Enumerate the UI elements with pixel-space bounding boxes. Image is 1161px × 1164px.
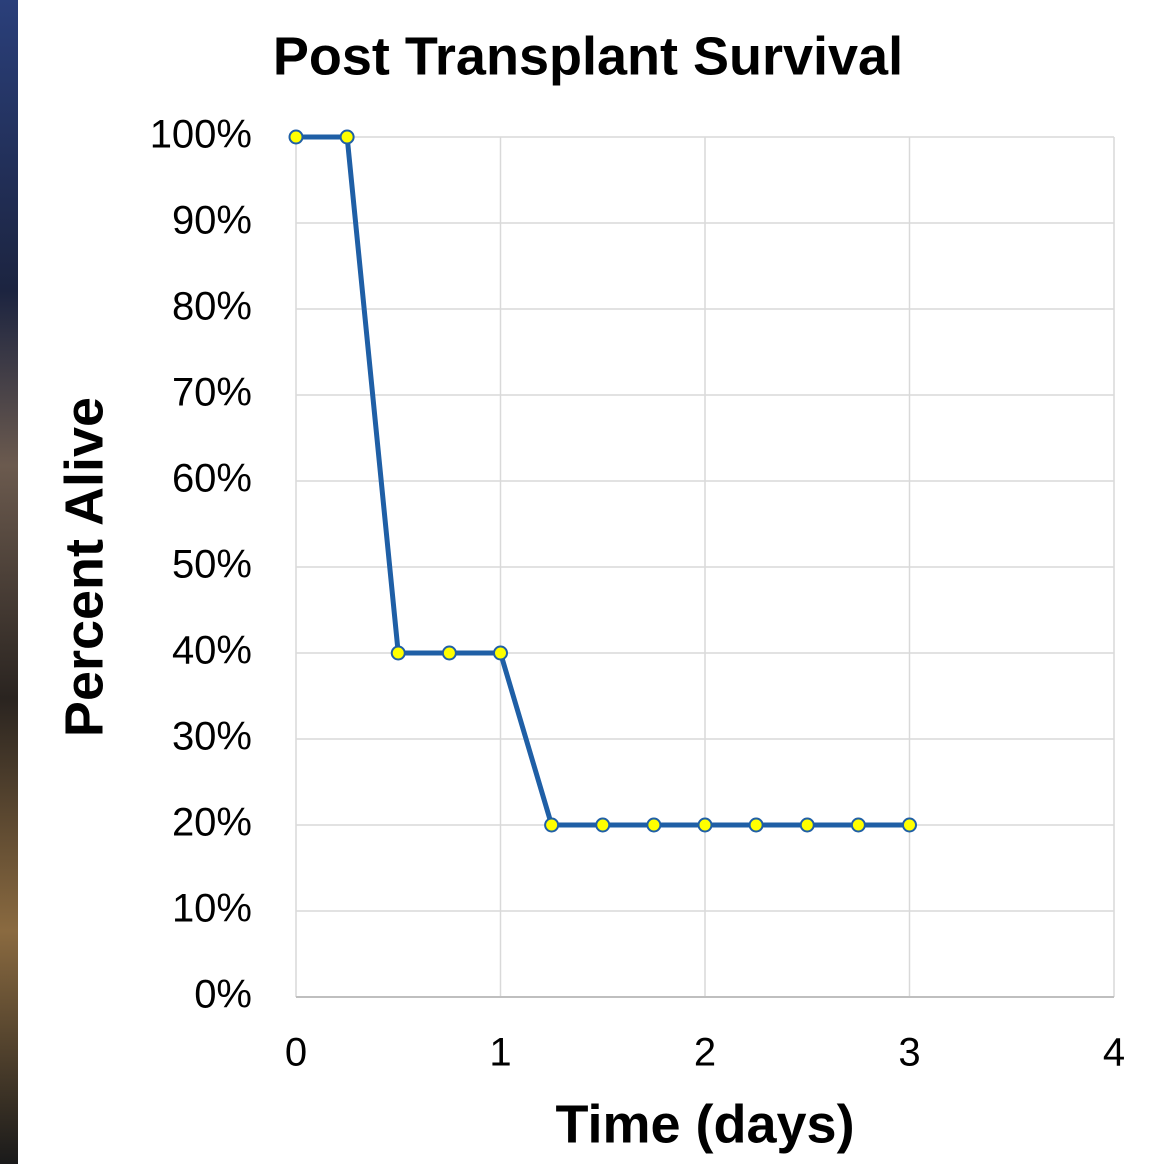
x-tick-label: 1 (489, 1031, 511, 1075)
data-point (903, 819, 916, 832)
y-tick-label: 40% (172, 629, 252, 673)
data-point (596, 819, 609, 832)
chart: Post Transplant Survival Time (days) Per… (0, 0, 1161, 1164)
data-point (801, 819, 814, 832)
y-tick-label: 100% (150, 113, 252, 157)
data-point (494, 647, 507, 660)
y-tick-label: 70% (172, 371, 252, 415)
page: Post Transplant Survival Time (days) Per… (0, 0, 1161, 1164)
data-point (443, 647, 456, 660)
y-tick-label: 30% (172, 715, 252, 759)
y-tick-label: 60% (172, 457, 252, 501)
y-tick-label: 90% (172, 199, 252, 243)
chart-title: Post Transplant Survival (273, 26, 903, 86)
data-point (750, 819, 763, 832)
data-point (699, 819, 712, 832)
data-point (290, 131, 303, 144)
x-tick-label: 2 (694, 1031, 716, 1075)
data-point (545, 819, 558, 832)
y-tick-label: 80% (172, 285, 252, 329)
y-tick-label: 10% (172, 887, 252, 931)
data-point (392, 647, 405, 660)
x-tick-label: 4 (1103, 1031, 1125, 1075)
x-axis-label: Time (days) (555, 1094, 854, 1154)
x-tick-label: 0 (285, 1031, 307, 1075)
y-tick-label: 50% (172, 543, 252, 587)
data-point (341, 131, 354, 144)
x-tick-label: 3 (898, 1031, 920, 1075)
data-point (852, 819, 865, 832)
y-axis-label: Percent Alive (54, 397, 114, 737)
y-tick-label: 0% (194, 973, 252, 1017)
photo-strip (0, 0, 18, 1164)
data-point (647, 819, 660, 832)
y-tick-label: 20% (172, 801, 252, 845)
